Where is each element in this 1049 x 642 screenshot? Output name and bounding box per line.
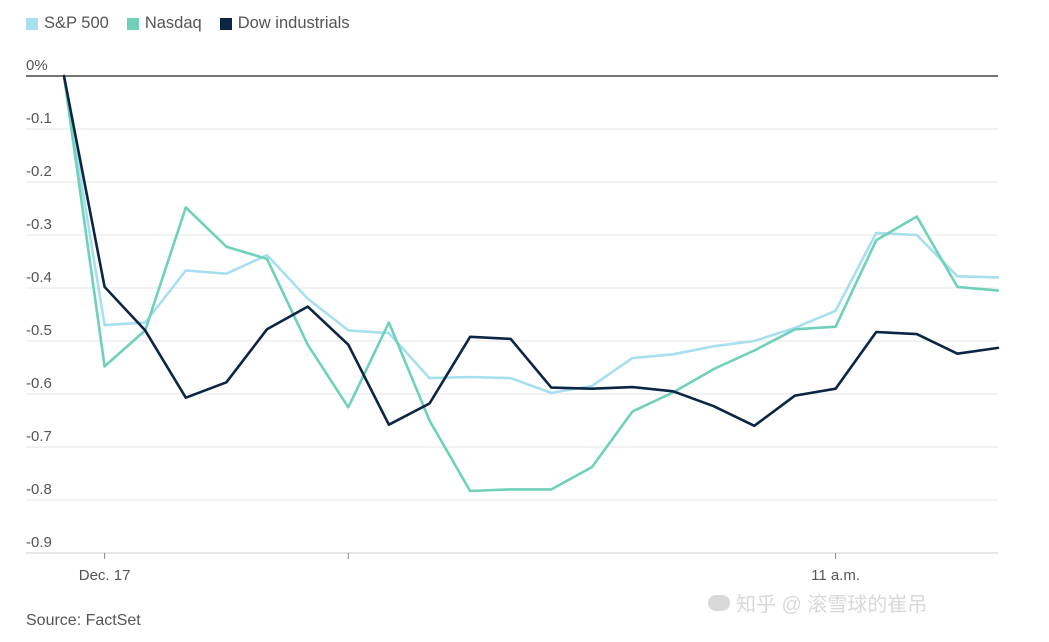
series-line-dow <box>62 74 1000 428</box>
legend-swatch-nasdaq <box>126 17 139 30</box>
series-lines <box>62 74 1000 493</box>
legend-label-nasdaq: Nasdaq <box>144 14 202 32</box>
y-tick-label: 0% <box>26 57 48 74</box>
y-tick-label: -0.4 <box>26 269 52 286</box>
series-line-sp500 <box>62 74 1000 395</box>
y-tick-label: -0.1 <box>26 110 52 127</box>
x-tick-label: 11 a.m. <box>811 567 860 584</box>
legend-label-dow: Dow industrials <box>237 14 350 32</box>
wechat-icon <box>708 594 730 611</box>
y-tick-label: -0.5 <box>26 322 52 339</box>
y-tick-label: -0.8 <box>26 481 52 498</box>
chart-legend: S&P 500 Nasdaq Dow industrials <box>26 14 350 33</box>
legend-label-sp500: S&P 500 <box>44 14 109 32</box>
axes <box>26 552 998 559</box>
y-tick-label: -0.6 <box>26 375 52 392</box>
y-tick-label: -0.9 <box>26 534 52 551</box>
legend-swatch-dow <box>219 17 232 30</box>
legend-item-dow: Dow industrials <box>219 14 350 33</box>
y-tick-label: -0.2 <box>26 163 52 180</box>
y-tick-label: -0.7 <box>26 428 52 445</box>
series-line-nasdaq <box>62 74 1000 493</box>
tick-labels: 0% -0.1 -0.2 -0.3 -0.4 -0.5 -0.6 -0.7 -0.8 -0.9 De… <box>26 57 860 584</box>
legend-swatch-sp500 <box>26 17 38 30</box>
legend-item-nasdaq: Nasdaq <box>126 14 202 33</box>
x-tick-label: Dec. 17 <box>79 567 131 584</box>
watermark-text: 知乎 @ 滚雪球的崔吊 <box>736 594 928 616</box>
watermark: 知乎 @ 滚雪球的崔吊 <box>708 588 927 617</box>
y-tick-label: -0.3 <box>26 216 52 233</box>
grid-lines <box>26 75 998 554</box>
source-note: Source: FactSet <box>26 612 141 629</box>
legend-item-sp500: S&P 500 <box>26 14 109 33</box>
